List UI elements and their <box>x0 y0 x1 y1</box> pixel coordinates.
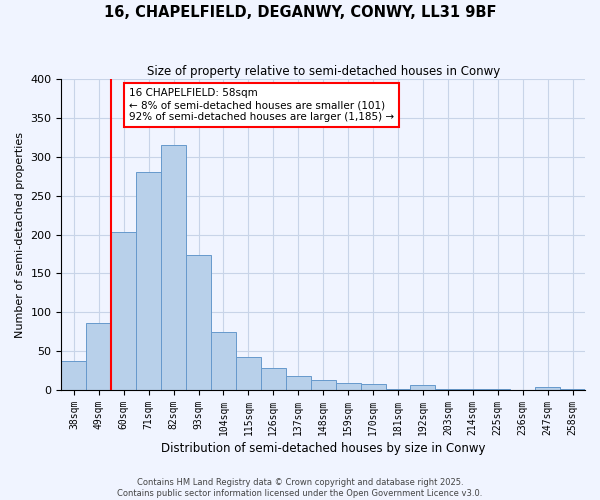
Text: 16 CHAPELFIELD: 58sqm
← 8% of semi-detached houses are smaller (101)
92% of semi: 16 CHAPELFIELD: 58sqm ← 8% of semi-detac… <box>129 88 394 122</box>
Bar <box>535 387 560 390</box>
Bar <box>335 383 361 390</box>
Bar <box>86 323 111 390</box>
X-axis label: Distribution of semi-detached houses by size in Conwy: Distribution of semi-detached houses by … <box>161 442 485 455</box>
Text: 16, CHAPELFIELD, DEGANWY, CONWY, LL31 9BF: 16, CHAPELFIELD, DEGANWY, CONWY, LL31 9B… <box>104 5 496 20</box>
Bar <box>236 358 261 390</box>
Bar <box>211 332 236 390</box>
Bar <box>436 388 460 390</box>
Bar <box>111 232 136 390</box>
Bar <box>560 388 585 390</box>
Text: Contains HM Land Registry data © Crown copyright and database right 2025.
Contai: Contains HM Land Registry data © Crown c… <box>118 478 482 498</box>
Bar <box>311 380 335 390</box>
Bar <box>61 360 86 390</box>
Bar <box>261 368 286 390</box>
Bar <box>361 384 386 390</box>
Bar <box>136 172 161 390</box>
Bar <box>186 255 211 390</box>
Bar <box>410 386 436 390</box>
Bar <box>161 145 186 390</box>
Bar <box>386 388 410 390</box>
Title: Size of property relative to semi-detached houses in Conwy: Size of property relative to semi-detach… <box>146 65 500 78</box>
Bar <box>286 376 311 390</box>
Y-axis label: Number of semi-detached properties: Number of semi-detached properties <box>15 132 25 338</box>
